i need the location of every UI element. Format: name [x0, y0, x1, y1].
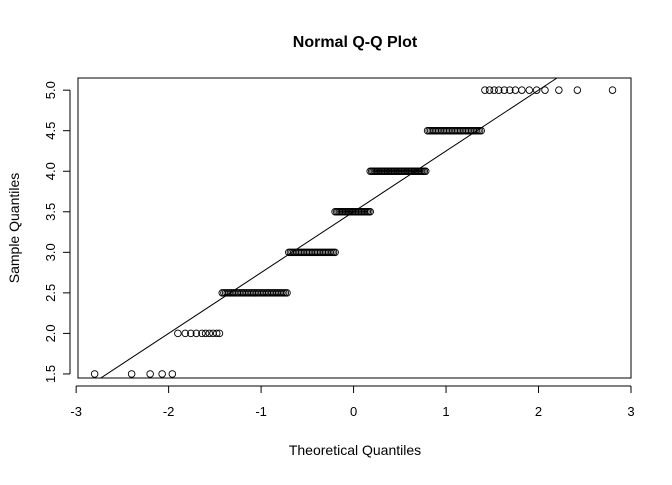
- x-tick-label: -1: [255, 404, 267, 419]
- data-point: [215, 329, 224, 338]
- y-tick-label: 3.0: [43, 243, 58, 261]
- data-point: [421, 167, 430, 175]
- data-point: [205, 329, 214, 338]
- data-point: [158, 370, 166, 378]
- data-point: [90, 370, 99, 378]
- data-point: [201, 329, 210, 338]
- data-point: [608, 86, 617, 94]
- data-point: [181, 329, 190, 338]
- data-point: [481, 86, 489, 94]
- data-point: [485, 86, 494, 94]
- data-point: [541, 86, 549, 94]
- x-tick-label: -3: [70, 404, 82, 419]
- data-point: [495, 86, 503, 94]
- data-point: [573, 86, 582, 94]
- reference-line: [99, 78, 558, 378]
- chart-title: Normal Q-Q Plot: [293, 34, 418, 51]
- y-tick-label: 4.0: [43, 162, 58, 180]
- data-point: [146, 370, 154, 378]
- y-tick-label: 4.5: [43, 122, 58, 140]
- data-point: [168, 370, 177, 378]
- x-tick-label: 0: [350, 404, 357, 419]
- y-tick-label: 1.5: [43, 365, 58, 383]
- x-tick-label: 1: [442, 404, 449, 419]
- x-tick-label: 2: [535, 404, 542, 419]
- data-point: [518, 86, 526, 94]
- x-axis: -3 -2 -1 0 1 2 3: [70, 385, 635, 419]
- y-tick-label: 2.0: [43, 324, 58, 342]
- data-point: [127, 370, 136, 378]
- data-point: [506, 86, 514, 94]
- y-tick-label: 2.5: [43, 284, 58, 302]
- data-point: [500, 86, 509, 94]
- data-points: [90, 86, 617, 378]
- data-point: [187, 329, 195, 338]
- y-tick-label: 5.0: [43, 81, 58, 99]
- reference-line-group: [99, 78, 558, 378]
- data-point: [174, 329, 182, 338]
- x-tick-label: 3: [627, 404, 634, 419]
- data-point: [198, 329, 206, 338]
- data-point: [366, 208, 374, 216]
- plot-frame: [77, 77, 632, 379]
- data-point: [212, 329, 221, 338]
- data-point: [532, 86, 541, 94]
- data-point: [490, 86, 498, 94]
- data-point: [555, 86, 563, 94]
- data-point: [525, 86, 534, 94]
- data-point: [283, 289, 291, 297]
- data-point: [192, 329, 201, 338]
- data-point: [331, 248, 339, 257]
- y-tick-label: 3.5: [43, 203, 58, 221]
- x-tick-label: -2: [163, 404, 175, 419]
- y-axis: 1.5 2.0 2.5 3.0 3.5 4.0 4.5 5.0: [43, 81, 71, 383]
- x-axis-label: Theoretical Quantiles: [289, 442, 421, 458]
- y-axis-label: Sample Quantiles: [6, 173, 22, 284]
